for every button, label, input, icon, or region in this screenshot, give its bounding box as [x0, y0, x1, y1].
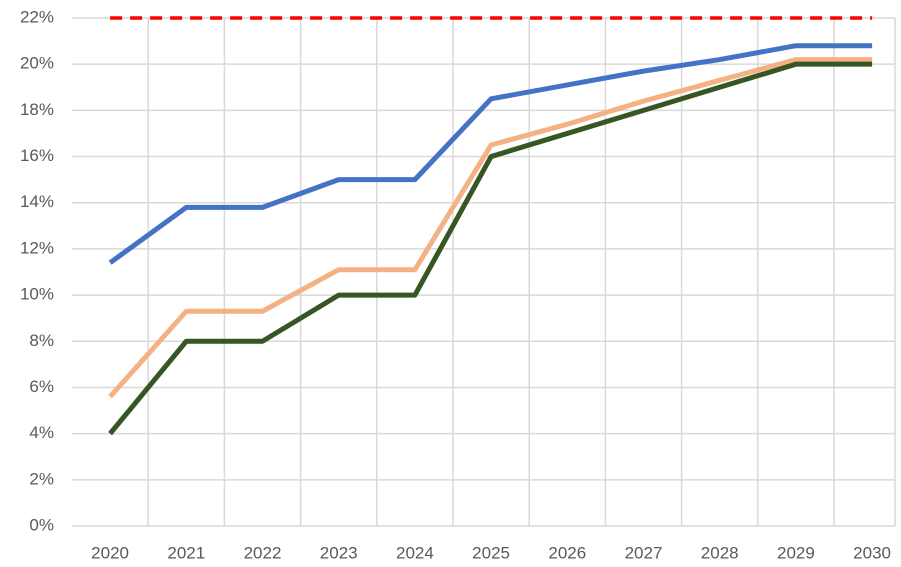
- y-tick-label: 2%: [29, 469, 54, 488]
- y-tick-label: 12%: [20, 238, 54, 257]
- x-tick-label: 2022: [244, 543, 282, 562]
- x-tick-label: 2028: [701, 543, 739, 562]
- series-line: [108, 43, 873, 265]
- y-tick-label: 16%: [20, 146, 54, 165]
- x-tick-label: 2023: [320, 543, 358, 562]
- x-tick-label: 2024: [396, 543, 434, 562]
- x-tick-label: 2025: [472, 543, 510, 562]
- x-tick-label: 2026: [548, 543, 586, 562]
- x-tick-label: 2021: [167, 543, 205, 562]
- y-tick-label: 4%: [29, 423, 54, 442]
- y-tick-label: 18%: [20, 100, 54, 119]
- y-tick-label: 14%: [20, 192, 54, 211]
- series-line: [108, 57, 873, 399]
- y-tick-label: 0%: [29, 515, 54, 534]
- x-tick-label: 2020: [91, 543, 129, 562]
- y-tick-label: 20%: [20, 54, 54, 73]
- y-tick-label: 10%: [20, 285, 54, 304]
- y-tick-label: 6%: [29, 377, 54, 396]
- x-tick-label: 2029: [777, 543, 815, 562]
- x-tick-label: 2030: [853, 543, 891, 562]
- y-tick-label: 8%: [29, 331, 54, 350]
- series-line: [108, 61, 873, 436]
- x-tick-label: 2027: [625, 543, 663, 562]
- y-tick-label: 22%: [20, 7, 54, 26]
